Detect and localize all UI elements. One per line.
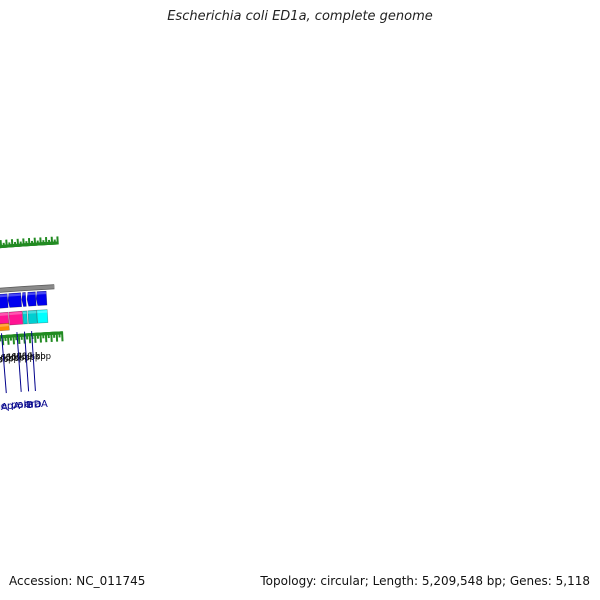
- genome-backbone: [0, 284, 55, 293]
- gene-feature-highlight: [7, 293, 21, 297]
- gene-feature-cds: [21, 292, 27, 307]
- gene-feature-highlight: [0, 312, 9, 316]
- gene-feature-highlight: [36, 310, 48, 314]
- genome-title: Escherichia coli ED1a, complete genome: [167, 9, 433, 24]
- gene-feature-inner1: [27, 309, 38, 325]
- gene-feature-highlight: [26, 292, 36, 296]
- label-leader-line: [16, 332, 22, 392]
- gene-feature-inner2: [0, 322, 10, 332]
- gene-feature-inner1: [22, 310, 28, 325]
- gene-feature-highlight: [0, 294, 8, 298]
- gene-label-polB: polB: [11, 400, 33, 411]
- feature-track: [0, 290, 49, 332]
- backbone-line: [0, 284, 55, 293]
- tick-label: 68 kbp: [16, 352, 45, 362]
- tick-label: 67 kbp: [11, 353, 40, 363]
- gene-feature-cds: [26, 291, 37, 307]
- tick-label: 64 kbp: [0, 354, 24, 364]
- gene-feature-inner1: [36, 309, 49, 324]
- gene-feature-cds: [35, 290, 48, 306]
- tick-label: 69 kbp: [22, 352, 51, 362]
- label-leader-line: [31, 331, 36, 392]
- gene-label-layer: djlArluAhepApolBaraDaraA: [0, 331, 48, 413]
- tick-label: 65 kbp: [0, 353, 29, 363]
- gene-feature-highlight: [22, 311, 27, 315]
- gene-feature-highlight: [0, 323, 9, 327]
- gene-feature-cds: [7, 292, 23, 308]
- genome-summary: Topology: circular; Length: 5,209,548 bp…: [260, 574, 590, 588]
- tick-label: 66 kbp: [6, 353, 35, 363]
- gene-feature-highlight: [35, 291, 47, 295]
- gene-feature-inner1: [8, 310, 24, 326]
- accession-text: Accession: NC_011745: [9, 574, 146, 588]
- gene-label-araA: araA: [25, 399, 48, 410]
- gene-feature-highlight: [27, 310, 37, 314]
- outer-tick-ring: [0, 236, 59, 249]
- tick-label: 60 kbp: [0, 356, 3, 366]
- gene-feature-cds: [0, 293, 9, 309]
- label-leader-line: [24, 331, 30, 392]
- gene-label-araD: araD: [17, 399, 41, 410]
- gene-label-rluA: rluA: [0, 402, 8, 413]
- label-leader-line: [1, 333, 7, 394]
- tick-label: 62 kbp: [0, 355, 14, 365]
- gene-label-hepA: hepA: [0, 401, 20, 412]
- gene-feature-highlight: [21, 293, 26, 296]
- tick-label: 63 kbp: [0, 354, 19, 364]
- gene-feature-highlight: [9, 311, 23, 316]
